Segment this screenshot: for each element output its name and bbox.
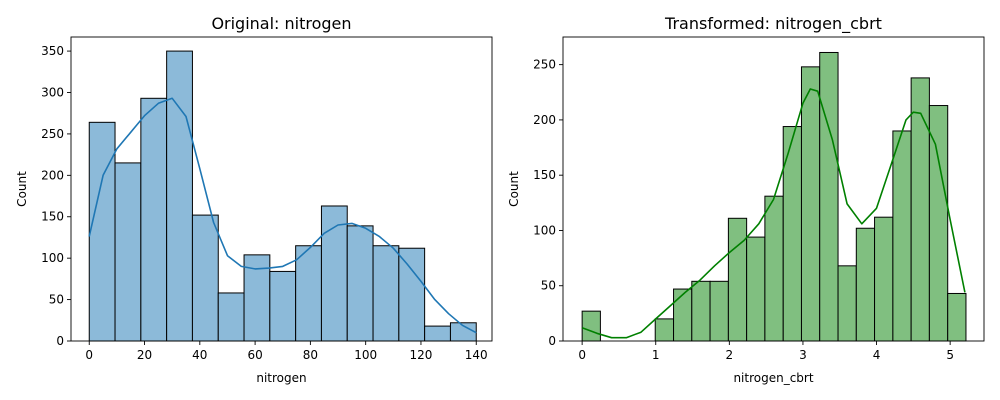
y-tick-label: 100 <box>533 223 556 237</box>
y-tick-label: 0 <box>548 334 556 348</box>
y-tick-label: 150 <box>533 168 556 182</box>
histogram-bar <box>691 280 711 342</box>
y-tick-label: 150 <box>41 210 64 224</box>
histogram-bar <box>928 105 949 342</box>
histogram-bar <box>855 227 876 342</box>
histogram-bar <box>191 214 219 342</box>
y-tick-label: 50 <box>541 279 556 293</box>
histogram-bar <box>800 66 821 342</box>
x-tick-label: 0 <box>85 348 93 362</box>
y-tick-label: 200 <box>533 113 556 127</box>
y-tick-label: 250 <box>533 58 556 72</box>
histogram-bar <box>673 288 693 342</box>
histogram-bar <box>746 236 766 342</box>
histogram-bar <box>819 51 839 342</box>
histogram-bar <box>217 292 245 342</box>
histogram-original-nitrogen: Original: nitrogen nitrogen Count 0 20 40 6… <box>15 14 493 385</box>
y-axis-label: Count <box>507 171 521 207</box>
x-tick-label: 2 <box>726 348 734 362</box>
histogram-bar <box>424 325 451 342</box>
y-tick-label: 350 <box>41 44 64 58</box>
kde-line <box>88 97 477 334</box>
x-tick-label: 80 <box>303 348 318 362</box>
axes-frame <box>562 36 985 342</box>
histogram-bar <box>892 130 912 342</box>
histogram-bar <box>910 77 930 342</box>
histogram-bar <box>764 195 784 342</box>
histogram-bar <box>295 245 322 342</box>
x-tick-label: 40 <box>192 348 207 362</box>
y-tick-label: 50 <box>49 293 64 307</box>
x-tick-label: 0 <box>578 348 586 362</box>
y-tick-label: 200 <box>41 168 64 182</box>
x-tick-label: 120 <box>410 348 433 362</box>
x-axis-label: nitrogen <box>256 371 306 385</box>
x-tick-label: 20 <box>137 348 152 362</box>
histogram-bar <box>346 225 374 342</box>
histogram-bar <box>269 270 297 342</box>
chart-title: Transformed: nitrogen_cbrt <box>664 14 882 34</box>
histogram-bar <box>372 245 400 342</box>
histogram-bar <box>947 292 967 342</box>
x-tick-label: 5 <box>946 348 954 362</box>
histogram-bar <box>320 205 348 342</box>
histogram-bar <box>837 265 857 342</box>
axes-frame <box>70 36 493 342</box>
x-tick-label: 1 <box>652 348 660 362</box>
x-tick-label: 60 <box>247 348 262 362</box>
chart-title: Original: nitrogen <box>211 14 351 33</box>
y-tick-label: 0 <box>56 334 64 348</box>
histogram-bar <box>140 97 168 342</box>
x-tick-label: 140 <box>465 348 488 362</box>
x-tick-label: 100 <box>354 348 377 362</box>
histogram-bar <box>114 162 142 342</box>
histogram-bar <box>874 216 894 342</box>
histogram-transformed-nitrogen-cbrt: Transformed: nitrogen_cbrt nitrogen_cbrt… <box>507 14 985 385</box>
histogram-bar <box>398 247 426 342</box>
histogram-bar <box>166 50 193 342</box>
kde-line <box>581 88 966 339</box>
y-tick-label: 300 <box>41 85 64 99</box>
histogram-bar <box>88 121 116 342</box>
histogram-bar <box>581 310 601 342</box>
y-tick-label: 100 <box>41 251 64 265</box>
x-tick-label: 3 <box>799 348 807 362</box>
x-tick-label: 4 <box>873 348 881 362</box>
histogram-bar <box>727 217 748 342</box>
y-axis-label: Count <box>15 171 29 207</box>
histogram-bar <box>654 318 675 342</box>
y-tick-label: 250 <box>41 127 64 141</box>
histogram-bar <box>709 280 729 342</box>
x-axis-label: nitrogen_cbrt <box>733 371 813 385</box>
